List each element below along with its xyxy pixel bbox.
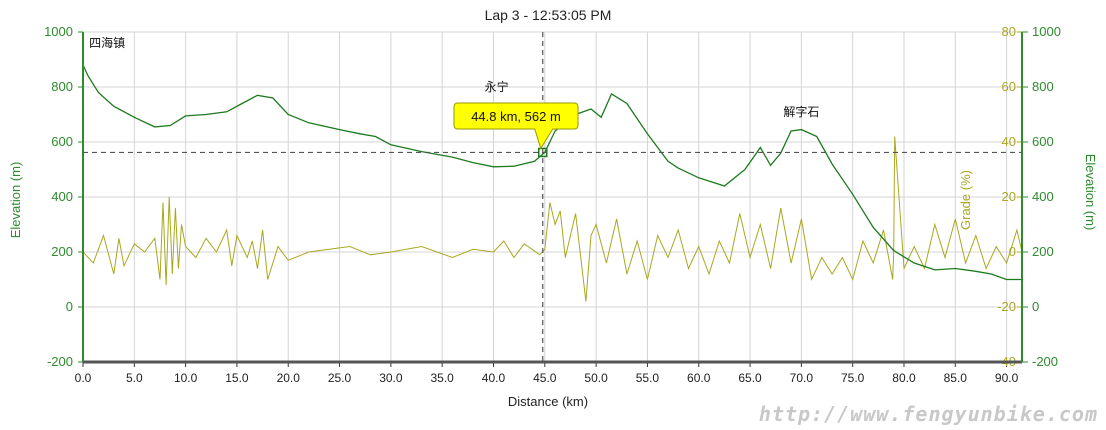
y-axis-label-grade: Grade (%) bbox=[958, 170, 973, 230]
y-axis-label-left: Elevation (m) bbox=[8, 162, 23, 239]
x-tick-label: 50.0 bbox=[584, 371, 608, 385]
x-tick-label: 15.0 bbox=[225, 371, 249, 385]
grade-tick-label: 80 bbox=[1002, 24, 1016, 39]
x-axis-ticks: 0.0 5.0 10.0 15.0 20.0 25.0 30.0 35.0 40.0 45.0 50… bbox=[75, 362, 1019, 385]
x-tick-label: 75.0 bbox=[841, 371, 865, 385]
x-tick-label: 5.0 bbox=[126, 371, 143, 385]
grade-tick-label: 60 bbox=[1002, 79, 1016, 94]
x-tick-label: 55.0 bbox=[636, 371, 660, 385]
annotation-label: 永宁 bbox=[485, 79, 509, 94]
axes bbox=[82, 32, 1023, 364]
x-tick-label: 25.0 bbox=[328, 371, 352, 385]
x-tick-label: 60.0 bbox=[687, 371, 711, 385]
right-tick-label: 600 bbox=[1032, 134, 1054, 149]
x-tick-label: 0.0 bbox=[75, 371, 92, 385]
annotation-label: 四海镇 bbox=[89, 35, 125, 50]
right-tick-label: 400 bbox=[1032, 189, 1054, 204]
annotation-label: 解字石 bbox=[783, 104, 819, 119]
cursor-tooltip-label: 44.8 km, 562 m bbox=[471, 109, 561, 124]
watermark: http://www.fengyunbike.com bbox=[758, 402, 1098, 426]
x-tick-label: 80.0 bbox=[892, 371, 916, 385]
x-tick-label: 30.0 bbox=[379, 371, 403, 385]
grade-tick-label: 40 bbox=[1002, 134, 1016, 149]
grade-tick-label: 20 bbox=[1002, 189, 1016, 204]
x-tick-label: 90.0 bbox=[995, 371, 1019, 385]
x-tick-label: 65.0 bbox=[738, 371, 762, 385]
x-tick-label: 20.0 bbox=[277, 371, 301, 385]
x-tick-label: 35.0 bbox=[431, 371, 455, 385]
right-axis-ticks: -200 0 200 400 600 800 1000 bbox=[1022, 24, 1061, 369]
x-axis-label: Distance (km) bbox=[508, 394, 588, 409]
left-tick-label: -200 bbox=[47, 354, 73, 369]
left-tick-label: 0 bbox=[66, 299, 73, 314]
left-tick-label: 200 bbox=[51, 244, 73, 259]
x-tick-label: 10.0 bbox=[174, 371, 198, 385]
cursor-tooltip-box bbox=[453, 102, 579, 150]
left-axis-ticks: -200 0 200 400 600 800 1000 bbox=[44, 24, 83, 369]
left-tick-label: 800 bbox=[51, 79, 73, 94]
x-tick-label: 40.0 bbox=[482, 371, 506, 385]
x-tick-label: 70.0 bbox=[790, 371, 814, 385]
right-tick-label: 1000 bbox=[1032, 24, 1061, 39]
right-tick-label: 0 bbox=[1032, 299, 1039, 314]
right-tick-label: -200 bbox=[1032, 354, 1058, 369]
grade-tick-label: 0 bbox=[1009, 244, 1016, 259]
right-tick-label: 200 bbox=[1032, 244, 1054, 259]
x-tick-label: 45.0 bbox=[533, 371, 557, 385]
left-tick-label: 1000 bbox=[44, 24, 73, 39]
left-tick-label: 600 bbox=[51, 134, 73, 149]
grade-tick-label: -20 bbox=[997, 299, 1016, 314]
right-tick-label: 800 bbox=[1032, 79, 1054, 94]
left-tick-label: 400 bbox=[51, 189, 73, 204]
chart-title: Lap 3 - 12:53:05 PM bbox=[485, 7, 612, 23]
grade-series-line bbox=[82, 136, 1023, 302]
cursor-marker bbox=[538, 147, 548, 158]
cursor-crosshair[interactable]: 44.8 km, 562 m bbox=[83, 32, 1022, 362]
y-axis-label-right: Elevation (m) bbox=[1083, 154, 1098, 231]
x-tick-label: 85.0 bbox=[944, 371, 968, 385]
